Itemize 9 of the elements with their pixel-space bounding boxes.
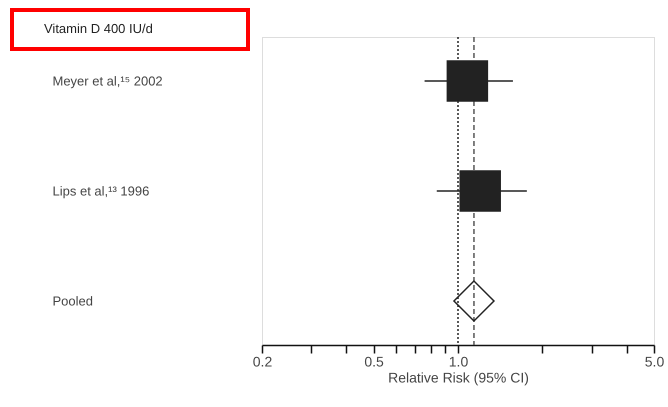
x-tick-label: 1.0 (448, 354, 468, 370)
x-tick-label: 0.2 (252, 354, 272, 370)
y-tick-label: Lips et al,¹³ 1996 (52, 184, 150, 198)
x-tick-label: 5.0 (644, 354, 664, 370)
x-axis-title: Relative Risk (95% CI) (388, 370, 529, 386)
text: Vitamin D 400 IU/d (44, 21, 153, 36)
y-tick-label: Pooled (52, 294, 93, 308)
y-tick-label: Meyer et al,¹⁵ 2002 (52, 74, 163, 88)
x-tick-label: 0.5 (364, 354, 384, 370)
